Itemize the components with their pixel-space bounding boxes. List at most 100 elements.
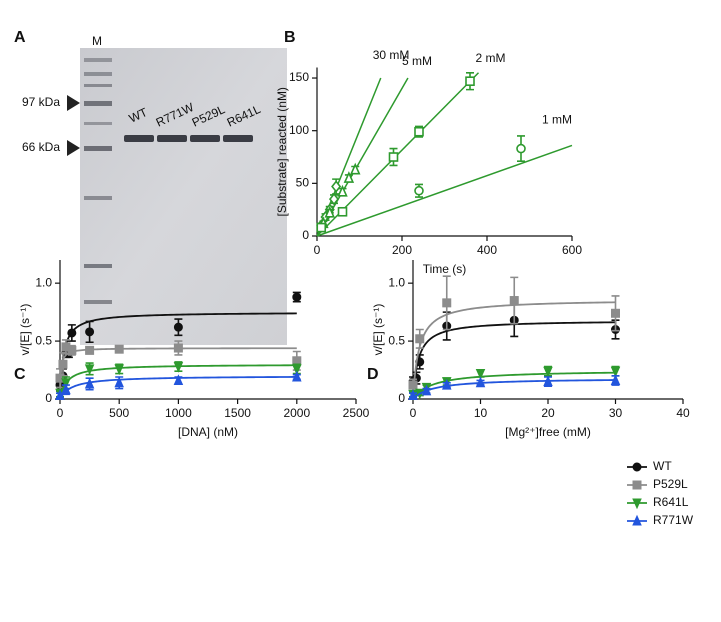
x-axis-label: [DNA] (nM) <box>178 425 238 439</box>
x-tick-label: 2000 <box>283 406 310 420</box>
marker <box>84 364 95 376</box>
marker <box>516 143 526 154</box>
marker <box>328 192 340 206</box>
y-tick-label: 0.5 <box>35 333 52 347</box>
marker <box>331 180 342 193</box>
legend-label: WT <box>653 459 672 473</box>
series-label: 1 mM <box>542 113 572 127</box>
panel-label: C <box>14 366 26 383</box>
x-axis-label: Time (s) <box>423 262 467 276</box>
marker <box>292 370 302 382</box>
y-tick-label: 0 <box>398 391 405 405</box>
marker <box>509 296 519 306</box>
y-tick-label: 150 <box>289 70 309 84</box>
marker <box>58 359 68 369</box>
marker <box>421 384 432 396</box>
marker <box>441 378 452 390</box>
marker <box>173 362 184 373</box>
y-axis-label: v/[E] (s⁻¹) <box>371 304 385 356</box>
marker <box>337 206 348 217</box>
panel-label: A <box>14 29 26 46</box>
marker <box>114 376 124 388</box>
x-tick-label: 2500 <box>343 406 370 420</box>
marker <box>337 184 348 197</box>
marker <box>67 345 77 355</box>
marker <box>408 380 418 390</box>
x-tick-label: 600 <box>562 243 582 257</box>
legend-marker <box>632 498 642 510</box>
marker-label: 66 kDa <box>22 140 60 154</box>
marker <box>173 374 184 385</box>
x-tick-label: 0 <box>314 243 321 257</box>
y-tick-label: 0.5 <box>388 333 405 347</box>
marker <box>55 373 65 383</box>
marker <box>61 383 71 395</box>
marker <box>324 205 335 218</box>
y-tick-label: 0 <box>45 391 52 405</box>
x-axis-label: [Mg²⁺]free (mM) <box>505 425 591 439</box>
x-tick-label: 10 <box>474 406 488 420</box>
marker <box>611 308 620 318</box>
y-tick-label: 1.0 <box>35 275 52 289</box>
marker <box>85 345 95 355</box>
panel-label: B <box>284 29 296 46</box>
marker <box>173 322 183 332</box>
marker <box>173 343 183 353</box>
marker <box>610 374 621 385</box>
gel <box>80 48 287 345</box>
legend-label: P529L <box>653 477 688 491</box>
marker <box>408 389 418 401</box>
marker <box>415 334 425 344</box>
legend-label: R771W <box>653 513 694 527</box>
marker-lane-label: M <box>92 34 102 48</box>
marker <box>67 328 77 338</box>
marker <box>388 152 399 162</box>
legend-label: R641L <box>653 495 689 509</box>
x-tick-label: 200 <box>392 243 412 257</box>
series-label: 2 mM <box>476 51 506 65</box>
panel-label: D <box>367 366 379 383</box>
legend-marker <box>632 480 642 490</box>
fit-curve <box>59 347 297 400</box>
marker <box>292 364 302 376</box>
y-tick-label: 50 <box>296 176 310 190</box>
marker <box>84 377 95 389</box>
x-tick-label: 20 <box>541 406 555 420</box>
x-tick-label: 40 <box>676 406 690 420</box>
y-tick-label: 1.0 <box>388 275 405 289</box>
marker-arrow <box>67 140 80 156</box>
x-tick-label: 500 <box>109 406 129 420</box>
axes <box>316 67 572 237</box>
marker <box>465 76 475 86</box>
x-tick-label: 400 <box>477 243 497 257</box>
fit-curve <box>412 301 616 400</box>
x-tick-label: 0 <box>57 406 64 420</box>
marker <box>114 364 124 376</box>
marker <box>61 378 71 390</box>
marker <box>543 375 553 387</box>
fit-line <box>316 144 573 237</box>
marker <box>475 376 486 388</box>
marker <box>414 185 424 196</box>
marker <box>543 366 553 378</box>
marker <box>414 126 424 137</box>
legend-marker <box>632 462 642 472</box>
y-tick-label: 0 <box>302 228 309 242</box>
marker <box>610 366 621 378</box>
legend-marker <box>632 514 642 526</box>
x-tick-label: 1500 <box>224 406 251 420</box>
marker <box>350 162 361 175</box>
protein-bands <box>124 135 253 142</box>
marker <box>85 327 95 337</box>
series-label: 30 mM <box>373 48 410 62</box>
marker <box>292 292 302 302</box>
y-axis-label: v/[E] (s⁻¹) <box>18 304 32 356</box>
marker <box>475 369 486 380</box>
marker-bands <box>84 58 112 304</box>
x-tick-label: 0 <box>410 406 417 420</box>
series-label: 5 mM <box>402 54 432 68</box>
marker <box>114 344 124 354</box>
marker-arrow <box>67 95 80 111</box>
gel-panel: A M 97 kDa 66 kDa WT R771W P529L R641L <box>14 29 287 345</box>
